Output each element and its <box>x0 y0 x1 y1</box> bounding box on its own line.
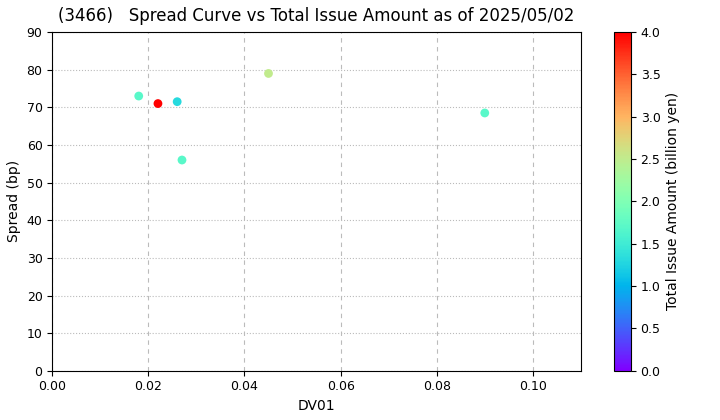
Y-axis label: Spread (bp): Spread (bp) <box>7 160 21 242</box>
Point <box>263 70 274 77</box>
Point <box>152 100 163 107</box>
Point <box>171 98 183 105</box>
Point <box>176 157 188 163</box>
Point <box>479 110 490 116</box>
Text: (3466)   Spread Curve vs Total Issue Amount as of 2025/05/02: (3466) Spread Curve vs Total Issue Amoun… <box>58 7 574 25</box>
X-axis label: DV01: DV01 <box>298 399 336 413</box>
Y-axis label: Total Issue Amount (billion yen): Total Issue Amount (billion yen) <box>666 92 680 310</box>
Point <box>133 93 145 100</box>
